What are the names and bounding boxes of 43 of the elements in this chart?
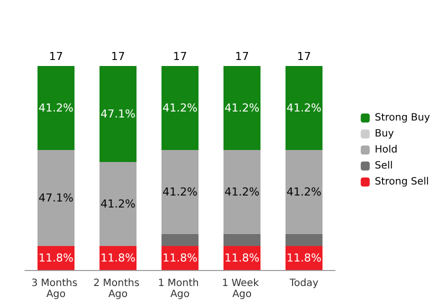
data-label: 11.8%: [286, 251, 322, 264]
bar: [286, 150, 322, 234]
bar: [38, 66, 74, 150]
x-tick-label: 1 Month Ago: [158, 278, 202, 300]
data-label: 41.2%: [286, 185, 322, 198]
bar: [38, 150, 74, 246]
data-label: 41.2%: [224, 185, 260, 198]
legend-label: Strong Sell: [374, 176, 429, 188]
data-label: 41.2%: [162, 185, 198, 198]
data-label: 41.2%: [162, 101, 198, 114]
data-label: 41.2%: [38, 101, 74, 114]
data-label: 41.2%: [100, 197, 136, 210]
text: 17: [111, 50, 125, 63]
text: 17: [49, 50, 63, 63]
data-label: 11.8%: [100, 251, 136, 264]
data-label: 11.8%: [162, 251, 198, 264]
x-tick-label: 3 Months Ago: [31, 278, 81, 300]
bar: [162, 150, 198, 234]
x-tick-label: 2 Months Ago: [93, 278, 143, 300]
bar: [224, 150, 260, 234]
bar: [162, 234, 198, 246]
bar: [224, 234, 260, 246]
bar: [286, 66, 322, 150]
legend-label: Hold: [374, 144, 398, 156]
bar: [100, 66, 136, 162]
data-label: 41.2%: [224, 101, 260, 114]
bar: [100, 162, 136, 246]
text: 17: [173, 50, 187, 63]
legend-label: Strong Buy: [374, 112, 430, 124]
text: 17: [297, 50, 311, 63]
bar: [224, 66, 260, 150]
bar: [286, 234, 322, 246]
data-label: 41.2%: [286, 101, 322, 114]
legend-label: Sell: [374, 160, 393, 172]
text: 17: [235, 50, 249, 63]
bar: [162, 66, 198, 150]
legend-label: Buy: [374, 128, 394, 140]
x-tick-label: Today: [288, 278, 319, 289]
data-label: 11.8%: [38, 251, 74, 264]
data-label: 11.8%: [224, 251, 260, 264]
x-tick-label: 1 Week Ago: [222, 278, 262, 300]
data-label: 47.1%: [38, 191, 74, 204]
data-label: 47.1%: [100, 107, 136, 120]
